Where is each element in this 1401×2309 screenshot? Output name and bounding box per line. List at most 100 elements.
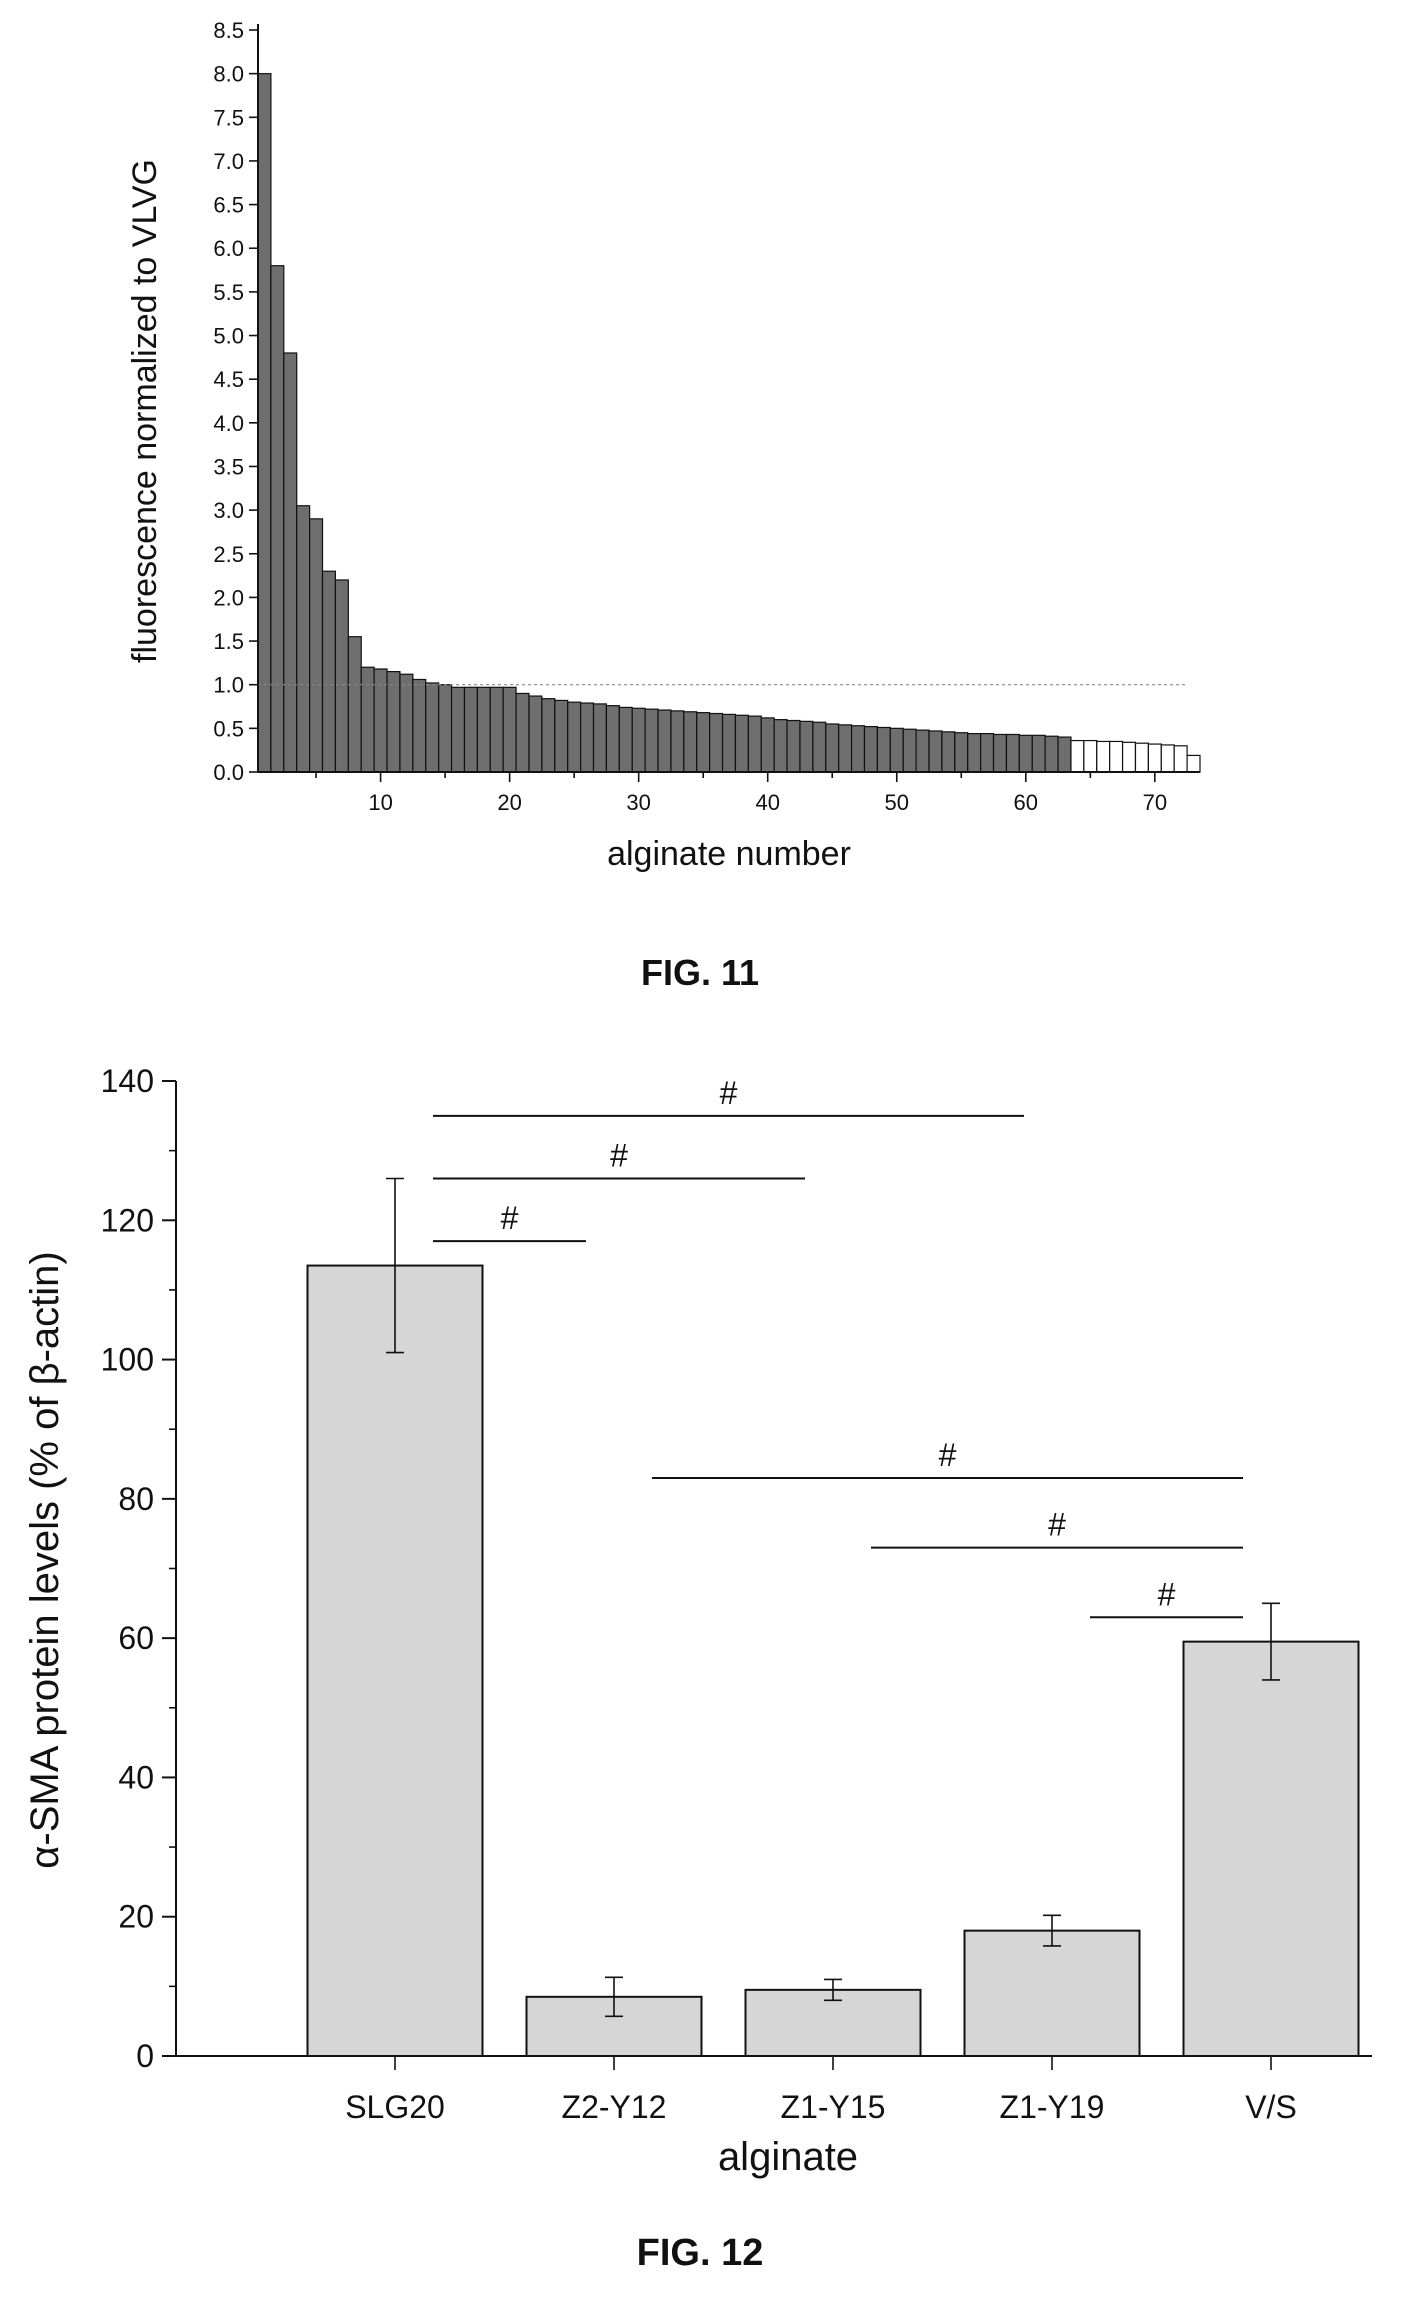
y-tick-label: 5.0 [213, 324, 244, 349]
bar [1070, 739, 1085, 773]
y-tick-label: 8.5 [213, 18, 244, 43]
bar [1160, 744, 1175, 773]
bar [270, 265, 285, 773]
bar [1134, 742, 1149, 773]
x-tick-label: SLG20 [345, 2089, 445, 2125]
y-tick-label: 1.0 [213, 673, 244, 698]
y-tick-label: 4.0 [213, 411, 244, 436]
x-tick-label: 30 [626, 790, 650, 815]
bar [579, 702, 595, 773]
bar [670, 710, 685, 773]
y-tick-label: 7.0 [213, 149, 244, 174]
y-tick-label: 120 [101, 1202, 154, 1238]
x-tick-label: 60 [1014, 790, 1038, 815]
bar [980, 732, 995, 773]
y-tick-label: 8.0 [213, 62, 244, 87]
bar [1005, 733, 1020, 773]
bar [1044, 735, 1059, 773]
bar [992, 733, 1008, 773]
bar [696, 712, 711, 773]
bar [1186, 754, 1201, 773]
bar [360, 666, 375, 773]
x-axis-label: alginate number [607, 835, 851, 873]
y-tick-label: 140 [101, 1063, 154, 1099]
bar [902, 728, 917, 773]
bar [412, 678, 427, 773]
bar [296, 505, 311, 773]
bar [657, 709, 672, 773]
y-tick-label: 60 [118, 1620, 154, 1656]
x-tick-label: Z2-Y12 [562, 2089, 667, 2125]
bar [799, 720, 814, 773]
bar [1182, 1640, 1360, 2057]
y-tick-label: 40 [118, 1759, 154, 1795]
y-tick-label: 3.5 [213, 454, 244, 479]
x-tick-label: 40 [755, 790, 779, 815]
fig11-caption: FIG. 11 [641, 952, 759, 993]
x-tick-label: 10 [368, 790, 392, 815]
significance-label: # [939, 1437, 957, 1473]
bar [476, 686, 491, 773]
bar [889, 727, 904, 773]
bar [425, 682, 440, 773]
y-tick-label: 6.0 [213, 236, 244, 261]
significance-label: # [1158, 1576, 1176, 1612]
fig12-caption: FIG. 12 [637, 2232, 764, 2274]
x-tick-label: 50 [885, 790, 909, 815]
y-tick-label: 80 [118, 1481, 154, 1517]
x-axis-label: alginate [718, 2135, 858, 2179]
bar [1031, 734, 1046, 773]
bar [760, 717, 775, 773]
bar [721, 713, 737, 773]
bar [283, 352, 298, 773]
bar [812, 721, 827, 773]
y-tick-label: 100 [101, 1342, 154, 1378]
y-axis-label: fluorescence normalized to VLVG [126, 159, 164, 663]
bar [386, 671, 401, 773]
y-tick-label: 4.5 [213, 367, 244, 392]
bar [1018, 734, 1033, 773]
bar [915, 729, 930, 773]
y-tick-label: 2.0 [213, 585, 244, 610]
bar [605, 705, 620, 773]
fig12-chart: SLG20 Z2-Y12 Z1-Y15 Z1-Y19 V/S # # # # # #0 20 40 60 8… [23, 1063, 1372, 2179]
bar [876, 726, 891, 773]
x-tick-label: Z1-Y19 [1000, 2089, 1105, 2125]
bar [541, 698, 556, 773]
bar [963, 1929, 1141, 2057]
bar [567, 701, 582, 773]
y-tick-label: 0 [136, 2038, 154, 2074]
bar [489, 686, 504, 773]
y-tick-label: 3.0 [213, 498, 244, 523]
bar [825, 723, 840, 773]
y-tick-label: 1.5 [213, 629, 244, 654]
bar [1096, 740, 1111, 773]
bar [450, 686, 466, 773]
bar [1147, 743, 1162, 773]
bar [592, 703, 608, 773]
bar [1121, 741, 1137, 773]
bar [954, 732, 969, 773]
bar [321, 570, 337, 773]
bar [257, 73, 272, 773]
bar [773, 719, 788, 773]
bar [967, 732, 982, 773]
significance-label: # [501, 1200, 519, 1236]
bar [709, 712, 724, 773]
bar [683, 711, 698, 773]
bar [941, 731, 956, 773]
bar [928, 730, 943, 773]
y-tick-label: 0.5 [213, 716, 244, 741]
x-tick-label: 70 [1143, 790, 1167, 815]
bar [618, 706, 633, 773]
bar [838, 724, 853, 773]
y-tick-label: 20 [118, 1899, 154, 1935]
significance-label: # [610, 1138, 628, 1174]
bar [734, 714, 749, 773]
bar [1173, 745, 1188, 773]
bar [463, 686, 478, 773]
bar [515, 692, 530, 773]
y-tick-label: 2.5 [213, 542, 244, 567]
bar [850, 725, 866, 773]
